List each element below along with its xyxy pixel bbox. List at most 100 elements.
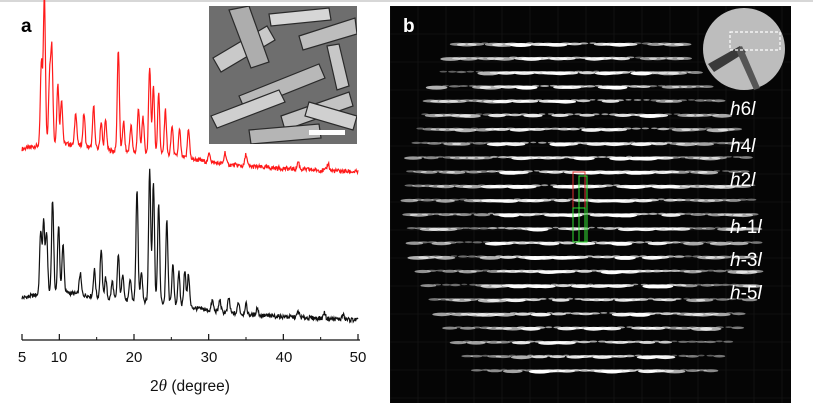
reflection-label-h2l: h2l — [730, 170, 755, 192]
label-part: 2 — [740, 170, 752, 191]
reflection-spot — [673, 255, 685, 258]
reflection-row — [439, 70, 703, 76]
reflection-spot — [427, 142, 442, 145]
reflection-spot — [472, 326, 482, 329]
reflection-spot — [613, 355, 628, 358]
reflection-spot — [650, 269, 664, 273]
reflection-spot — [579, 113, 595, 117]
reflection-spot — [460, 326, 476, 330]
reflection-spot — [467, 255, 477, 258]
reflection-row — [407, 255, 758, 260]
xrd-series-line-1 — [21, 0, 359, 176]
reflection-spot — [675, 326, 692, 330]
reflection-spot — [676, 56, 692, 60]
reflection-spot — [540, 85, 550, 87]
reflection-spot — [487, 227, 498, 230]
reflection-spot — [656, 156, 674, 160]
reflection-spot — [442, 84, 449, 87]
reflection-spot — [669, 269, 681, 272]
reflection-row — [422, 99, 726, 104]
reflection-spot — [645, 198, 659, 202]
reflection-spot — [678, 354, 689, 357]
reflection-spot — [563, 354, 570, 357]
reflection-spot — [411, 141, 422, 144]
reflection-spot — [616, 326, 626, 329]
reflection-spot — [458, 270, 477, 274]
reflection-spot — [728, 127, 743, 131]
reflection-spot — [612, 57, 630, 61]
reflection-spot — [600, 255, 615, 259]
reflection-spot — [461, 354, 474, 358]
reflection-spot — [468, 227, 481, 230]
x-tick-label: 10 — [50, 349, 68, 366]
reflection-spot — [693, 227, 707, 230]
label-part: h — [730, 250, 741, 271]
x-axis-label-symbol: θ — [158, 376, 168, 395]
reflection-spot — [575, 212, 587, 216]
reflection-spot — [742, 284, 763, 288]
reflection-spot — [420, 198, 434, 202]
reflection-spot — [587, 156, 599, 159]
reflection-spot — [579, 127, 586, 129]
reflection-spot — [420, 284, 437, 288]
reflection-spot — [538, 141, 547, 144]
reflection-spot — [724, 155, 732, 158]
crystal-inset-icon — [703, 8, 785, 90]
label-part: h — [730, 136, 741, 157]
reflection-spot — [671, 354, 678, 357]
reflection-spot — [746, 198, 757, 201]
reflection-spot — [653, 312, 663, 315]
reflection-spot — [570, 369, 582, 372]
reflection-spot — [675, 142, 697, 147]
reflection-spot — [404, 156, 423, 160]
reflection-spot — [550, 283, 558, 286]
reflection-spot — [618, 284, 634, 287]
reflection-spot — [673, 297, 682, 300]
reflection-spot — [538, 297, 547, 300]
reflection-spot — [571, 284, 592, 289]
reflection-spot — [748, 269, 764, 273]
reflection-spot — [409, 213, 429, 217]
reflection-spot — [629, 141, 636, 144]
reflection-spot — [534, 284, 556, 289]
reflection-spot — [570, 99, 579, 101]
reflection-spot — [703, 369, 719, 373]
reflection-spot — [577, 269, 593, 273]
reflection-row — [404, 184, 756, 189]
reflection-spot — [681, 284, 698, 288]
reflection-spot — [490, 155, 499, 158]
reflection-spot — [575, 241, 596, 246]
reflection-spot — [450, 255, 458, 257]
reflection-spot — [601, 113, 609, 116]
reflection-spot — [563, 312, 572, 315]
reflection-spot — [664, 369, 686, 374]
reflection-spot — [574, 85, 588, 88]
reflection-spot — [456, 70, 467, 74]
reflection-spot — [448, 85, 461, 88]
reflection-spot — [626, 56, 635, 59]
reflection-spot — [674, 212, 686, 216]
reflection-spot — [514, 312, 531, 316]
reflection-spot — [726, 297, 737, 301]
reflection-spot — [641, 127, 649, 130]
reflection-spot — [436, 184, 455, 189]
label-part: h — [730, 170, 741, 191]
reflection-spot — [657, 198, 665, 201]
label-part: 4 — [740, 136, 752, 157]
reflection-spot — [701, 227, 716, 230]
x-tick-label: 5 — [17, 349, 27, 366]
reflection-spot — [537, 198, 552, 202]
reflection-spot — [551, 312, 567, 316]
reflection-spot — [566, 127, 580, 131]
reflection-spot — [554, 198, 571, 203]
reflection-spot — [622, 340, 636, 344]
reflection-spot — [632, 283, 639, 286]
reflection-spot — [436, 155, 445, 158]
reflection-spot — [589, 269, 599, 272]
reflection-spot — [641, 312, 656, 316]
reflection-spot — [593, 70, 600, 73]
reflection-spot — [683, 241, 704, 246]
reflection-spot — [572, 255, 589, 259]
reflection-spot — [478, 227, 490, 230]
reflection-spot — [460, 99, 473, 102]
